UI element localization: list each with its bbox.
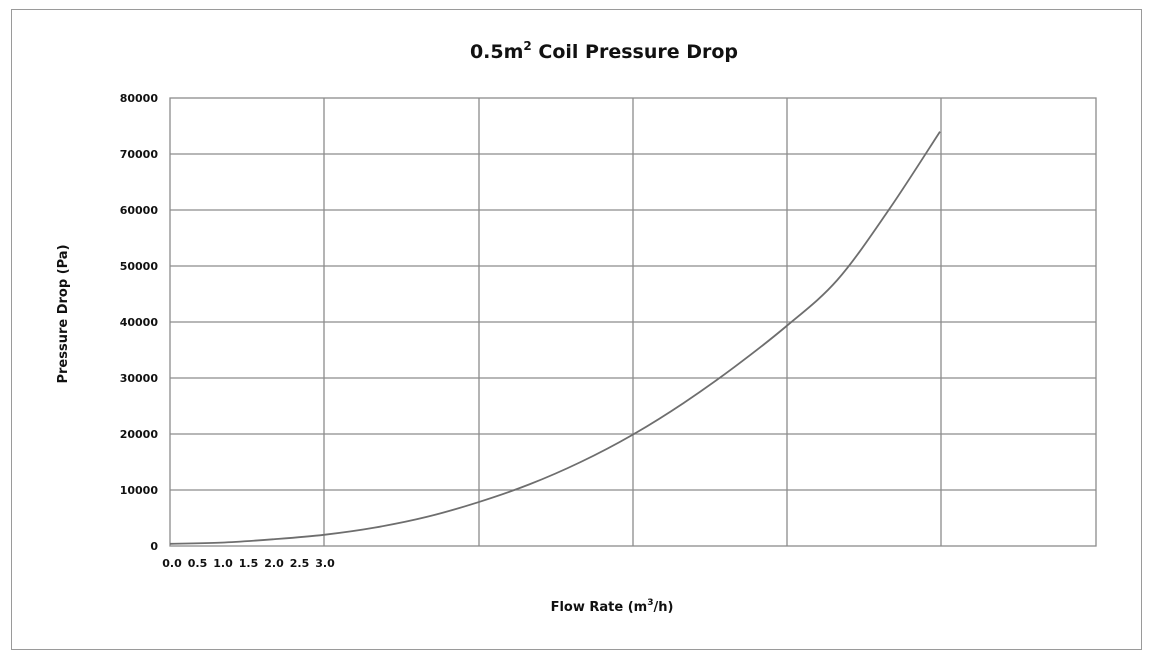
y-axis-ticks: 0 10000 20000 30000 40000 50000 60000 70000 8000… bbox=[120, 92, 159, 553]
y-tick-label: 60000 bbox=[120, 204, 159, 217]
y-tick-label: 80000 bbox=[120, 92, 159, 105]
x-tick-label: 0.5 bbox=[188, 557, 208, 570]
x-tick-label: 3.0 bbox=[315, 557, 335, 570]
x-axis-ticks: 0.0 0.5 1.0 1.5 2.0 2.5 3.0 bbox=[162, 557, 335, 570]
pressure-drop-series-line bbox=[169, 131, 941, 545]
x-tick-label: 2.0 bbox=[264, 557, 284, 570]
y-tick-label: 40000 bbox=[120, 316, 159, 329]
y-tick-label: 10000 bbox=[120, 484, 159, 497]
y-tick-label: 30000 bbox=[120, 372, 159, 385]
y-tick-label: 20000 bbox=[120, 428, 159, 441]
chart-title: 0.5m2 Coil Pressure Drop bbox=[470, 39, 738, 63]
series-group bbox=[169, 131, 941, 545]
x-tick-label: 1.5 bbox=[239, 557, 259, 570]
y-tick-label: 70000 bbox=[120, 148, 159, 161]
x-tick-label: 0.0 bbox=[162, 557, 182, 570]
x-tick-label: 1.0 bbox=[213, 557, 233, 570]
y-axis-label: Pressure Drop (Pa) bbox=[56, 244, 71, 383]
x-tick-label: 2.5 bbox=[290, 557, 310, 570]
y-tick-label: 0 bbox=[150, 540, 158, 553]
y-tick-label: 50000 bbox=[120, 260, 159, 273]
x-axis-label: Flow Rate (m3/h) bbox=[551, 598, 674, 615]
grid bbox=[169, 97, 1097, 547]
